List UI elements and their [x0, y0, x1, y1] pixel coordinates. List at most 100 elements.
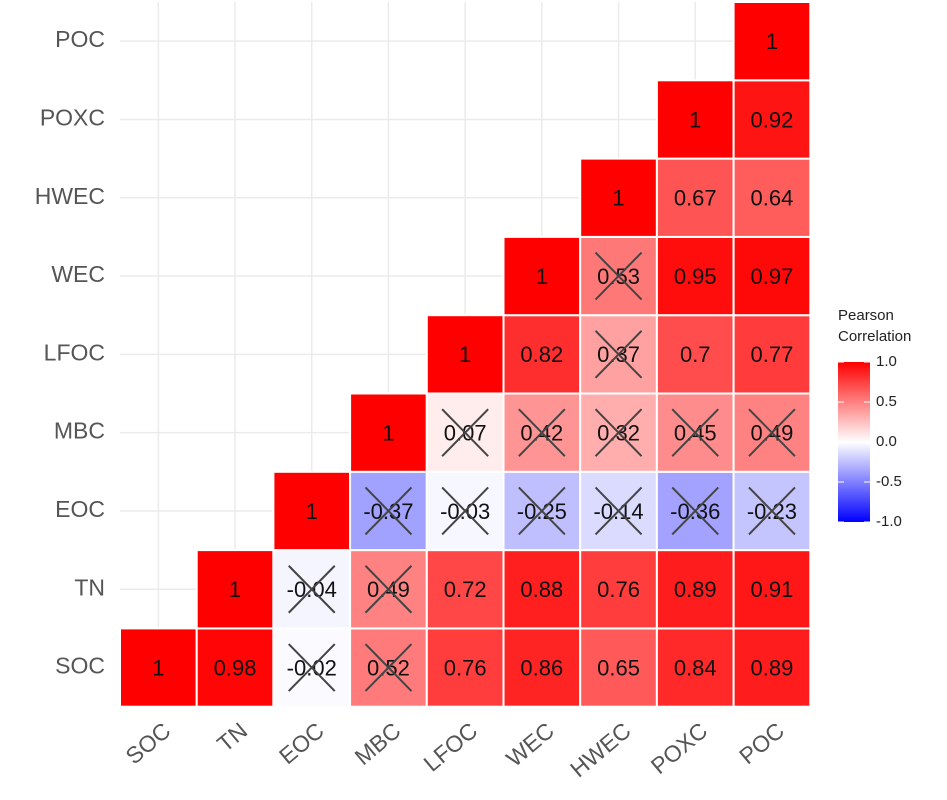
x-tick-label: HWEC	[565, 717, 636, 782]
insignificant-cross	[594, 408, 643, 457]
cell-value: 0.91	[751, 577, 794, 602]
x-tick-label: EOC	[274, 717, 329, 769]
x-tick-label: LFOC	[419, 717, 483, 776]
x-tick-label: TN	[212, 717, 252, 757]
cell-value: 0.65	[597, 655, 640, 680]
insignificant-cross	[288, 565, 336, 614]
heatmap-cell	[655, 314, 735, 395]
y-tick-label: WEC	[51, 261, 105, 287]
cross-stroke	[441, 486, 489, 536]
cell-value: 1	[382, 420, 394, 445]
insignificant-cross	[671, 408, 719, 457]
colorbar-tick-label: -0.5	[876, 473, 902, 490]
cell-value: 0.64	[751, 186, 794, 211]
insignificant-cross	[518, 408, 566, 457]
cross-stroke	[671, 408, 719, 457]
cross-stroke	[441, 408, 489, 457]
insignificant-cross	[748, 486, 796, 536]
cell-value: 0.84	[674, 655, 717, 680]
cell-value: 0.89	[674, 577, 717, 602]
cell-value: 0.89	[751, 655, 794, 680]
cell-value: 0.82	[520, 342, 563, 367]
cross-stroke	[594, 486, 643, 536]
insignificant-cross	[748, 408, 796, 457]
heatmap-cell	[425, 314, 505, 395]
cell-value: 1	[152, 655, 164, 680]
insignificant-cross	[364, 643, 413, 692]
cross-stroke	[594, 330, 643, 379]
y-tick-label: MBC	[54, 418, 105, 444]
insignificant-cross	[594, 486, 643, 536]
insignificant-cross	[671, 486, 719, 536]
insignificant-cross	[594, 330, 643, 379]
insignificant-cross	[288, 643, 336, 692]
y-tick-label: HWEC	[35, 183, 105, 209]
cell-value: 0.95	[674, 264, 717, 289]
y-tick-label: SOC	[55, 653, 105, 679]
cell-value: 0.77	[751, 342, 794, 367]
cross-stroke	[288, 565, 336, 614]
heatmap-cell	[195, 549, 275, 630]
cell-value: 1	[459, 342, 471, 367]
x-tick-label: WEC	[501, 717, 559, 771]
insignificant-cross	[441, 408, 489, 457]
cell-value: 0.98	[214, 655, 257, 680]
cross-stroke	[364, 565, 413, 614]
y-tick-label: TN	[74, 574, 105, 600]
cell-value: 0.97	[751, 264, 794, 289]
heatmap-cell	[425, 627, 505, 708]
cell-value: 0.67	[674, 186, 717, 211]
y-tick-label: POC	[55, 26, 105, 52]
heatmap-cell	[732, 627, 812, 708]
cell-value: 1	[536, 264, 548, 289]
cell-value: 0.92	[751, 107, 794, 132]
colorbar-tick-label: 0.5	[876, 393, 897, 410]
heatmap-cell	[502, 392, 582, 473]
y-tick-label: LFOC	[44, 339, 105, 365]
x-tick-label: POXC	[646, 717, 713, 779]
heatmap-cell	[655, 79, 735, 160]
cell-value: 0.86	[520, 655, 563, 680]
heatmap-cell	[272, 470, 352, 552]
cell-value: 1	[229, 577, 241, 602]
cell-value: 1	[306, 499, 318, 524]
x-tick-label: POC	[734, 717, 789, 769]
y-tick-label: EOC	[55, 496, 105, 522]
x-tick-label: MBC	[350, 717, 406, 770]
cell-value: 0.76	[597, 577, 640, 602]
cell-value: 1	[766, 29, 778, 54]
cross-stroke	[748, 408, 796, 457]
insignificant-cross	[364, 565, 413, 614]
insignificant-cross	[441, 486, 489, 536]
heatmap-cell	[732, 235, 812, 317]
cell-value: 0.72	[444, 577, 487, 602]
heatmap-cell	[655, 549, 735, 630]
insignificant-cross	[364, 486, 413, 536]
insignificant-cross	[594, 251, 643, 301]
heatmap-cell	[579, 549, 658, 630]
cross-stroke	[288, 643, 336, 692]
cell-value: 0.76	[444, 655, 487, 680]
colorbar-tick-label: 0.0	[876, 433, 897, 450]
colorbar-tick-label: 1.0	[876, 353, 897, 370]
colorbar-tick-label: -1.0	[876, 513, 902, 530]
legend-title: Correlation	[838, 328, 911, 345]
heatmap-cell	[502, 314, 582, 395]
cell-value: 1	[689, 107, 701, 132]
cell-value: 0.88	[520, 577, 563, 602]
heatmap-cell	[732, 157, 812, 238]
x-tick-label: SOC	[121, 717, 176, 769]
cross-stroke	[364, 643, 413, 692]
heatmap-cell	[732, 1, 812, 82]
cross-stroke	[518, 486, 566, 536]
heatmap-cell	[732, 314, 812, 395]
insignificant-cross	[518, 486, 566, 536]
heatmap-cell	[579, 157, 658, 238]
cross-stroke	[748, 486, 796, 536]
cross-stroke	[671, 486, 719, 536]
cross-stroke	[594, 408, 643, 457]
cross-stroke	[594, 251, 643, 301]
legend-title: Pearson	[838, 307, 894, 324]
cross-stroke	[518, 408, 566, 457]
